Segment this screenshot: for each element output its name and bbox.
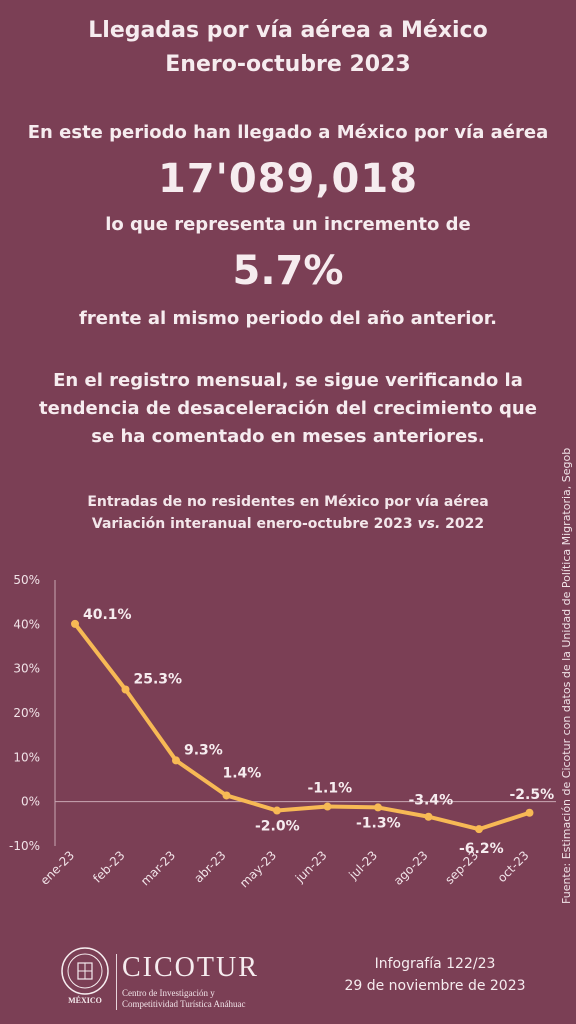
data-label: -3.4% (409, 793, 454, 809)
data-point (374, 803, 382, 812)
data-point (71, 619, 79, 628)
page-title: Llegadas por vía aérea a México (88, 18, 488, 43)
anahuac-seal-icon (61, 947, 109, 995)
data-point (172, 756, 180, 765)
data-point (475, 825, 483, 834)
publication-date: 29 de noviembre de 2023 (344, 978, 526, 994)
data-point (273, 806, 281, 815)
chart-subtitle-suffix: 2022 (440, 516, 485, 532)
paragraph-line-2: tendencia de desaceleración del crecimie… (39, 398, 537, 419)
data-label: -2.5% (510, 787, 555, 803)
data-label: -1.1% (308, 781, 353, 797)
x-tick-label: abr-23 (191, 848, 228, 885)
x-tick-label: feb-23 (90, 848, 127, 885)
y-tick-label: 10% (13, 750, 40, 764)
x-tick-label: may-23 (237, 848, 279, 890)
line-chart: 50% 40% 30% 20% 10% 0% -10%ene-23 feb-23 mar-23 a… (9, 573, 556, 890)
footer: MÉXICO CICOTUR Centro de Investigación y… (0, 940, 576, 1020)
data-point (323, 802, 332, 811)
x-tick-label: ago-23 (391, 848, 431, 888)
y-tick-label: 0% (21, 795, 40, 809)
seal-caption: MÉXICO (68, 996, 102, 1005)
x-tick-label: ene-23 (38, 848, 78, 888)
data-label: 9.3% (184, 742, 223, 758)
total-arrivals: 17'089,018 (157, 156, 419, 202)
data-label: -6.2% (459, 841, 504, 857)
footer-divider (116, 954, 117, 1010)
summary-represents: lo que representa un incremento de (105, 214, 471, 235)
paragraph-line-3: se ha comentado en meses anteriores. (91, 426, 485, 447)
logo-subtitle-line-2: Competitividad Turística Anáhuac (122, 999, 246, 1009)
data-point (121, 685, 130, 694)
cicotur-logo: CICOTUR (122, 952, 259, 983)
page-subtitle: Enero-octubre 2023 (165, 52, 411, 77)
data-label: 1.4% (223, 765, 262, 781)
chart-title: Entradas de no residentes en México por … (87, 494, 489, 510)
chart-subtitle-vs: vs. (417, 516, 441, 532)
source-note: Fuente: Estimación de Cicotur con datos … (560, 444, 576, 944)
data-point (525, 808, 534, 817)
source-text: Fuente: Estimación de Cicotur con datos … (560, 447, 573, 904)
y-tick-label: -10% (9, 839, 40, 853)
increase-percentage: 5.7% (232, 248, 344, 294)
x-tick-label: mar-23 (138, 848, 178, 888)
data-point (222, 791, 231, 800)
y-tick-label: 50% (13, 573, 40, 587)
data-label: 40.1% (83, 607, 132, 623)
y-tick-label: 40% (13, 617, 40, 631)
x-tick-label: jun-23 (292, 848, 330, 886)
summary-intro: En este periodo han llegado a México por… (27, 122, 549, 143)
summary-compare: frente al mismo periodo del año anterior… (79, 308, 497, 329)
infographic-number: Infografía 122/23 (374, 956, 496, 972)
data-label: -1.3% (356, 815, 401, 831)
paragraph-line-1: En el registro mensual, se sigue verific… (53, 370, 523, 391)
chart-subtitle-prefix: Variación interanual enero-octubre 2023 (91, 516, 418, 532)
y-tick-label: 30% (13, 662, 40, 676)
data-label: 25.3% (134, 672, 183, 688)
chart-subtitle: Variación interanual enero-octubre 2023 … (0, 516, 576, 532)
x-tick-label: jul-23 (346, 848, 381, 883)
y-tick-label: 20% (13, 706, 40, 720)
data-label: -2.0% (255, 819, 300, 835)
series-line (73, 621, 532, 832)
logo-subtitle-line-1: Centro de Investigación y (122, 988, 215, 998)
data-point (424, 812, 433, 821)
